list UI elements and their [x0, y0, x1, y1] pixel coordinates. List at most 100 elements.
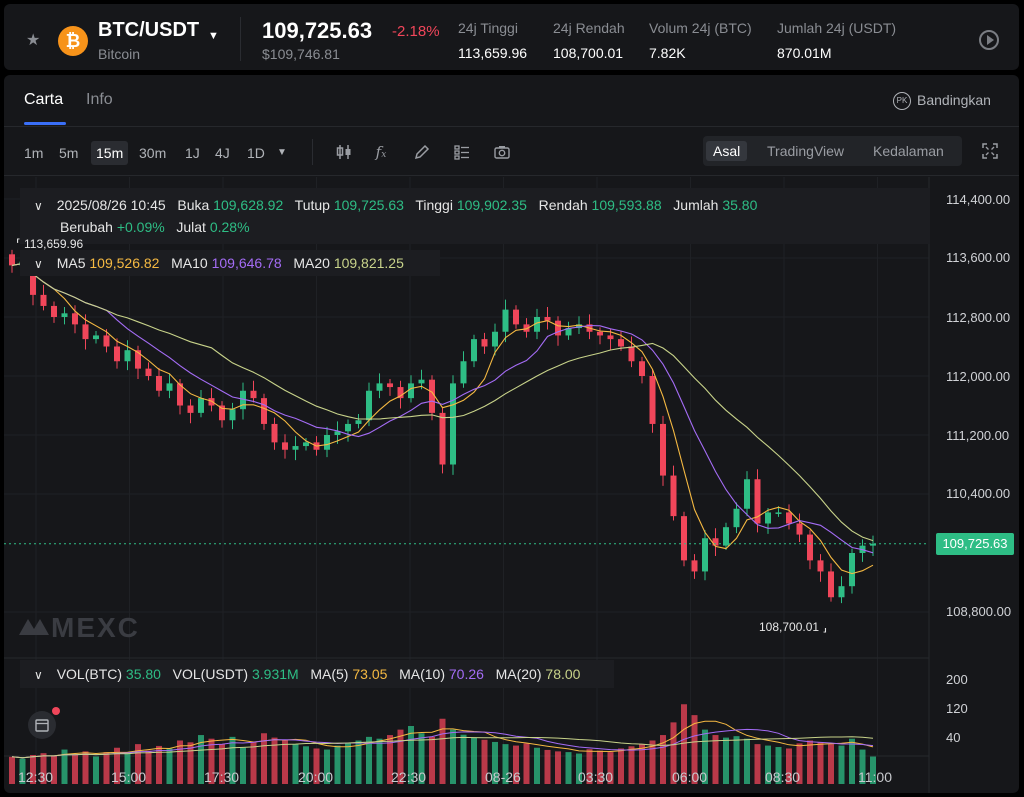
- view-depth[interactable]: Kedalaman: [873, 143, 944, 159]
- volume-bar: [702, 729, 708, 784]
- volume-bar: [261, 733, 267, 784]
- volume-bar: [271, 737, 278, 784]
- timeframe-4h[interactable]: 4J: [215, 145, 230, 161]
- open-label: Buka: [177, 197, 210, 213]
- candle-body: [670, 475, 677, 517]
- volume-bar: [282, 739, 288, 784]
- volume-bar: [660, 735, 666, 784]
- chart-panel: Carta Info PK Bandingkan 1m 5m 15m 30m 1J…: [4, 75, 1019, 793]
- vol-ma20-label: MA(20): [495, 666, 542, 682]
- time-tick: 11:00: [858, 769, 892, 785]
- timeframe-1h[interactable]: 1J: [185, 145, 200, 161]
- ohlc-legend: ∨ 2025/08/26 10:45 Buka 109,628.92 Tutup…: [20, 188, 930, 244]
- volume-bar: [30, 755, 36, 784]
- high-value: 109,902.35: [456, 197, 527, 213]
- time-tick: 15:00: [111, 769, 147, 785]
- price-change: -2.18%: [392, 23, 440, 40]
- volume-bar: [156, 745, 162, 784]
- volume-bar: [418, 733, 425, 784]
- change-label: Berubah: [60, 219, 113, 235]
- ma5-value: 109,526.82: [89, 255, 160, 271]
- candle-body: [681, 516, 687, 561]
- high-marker-value: 113,659.96: [24, 237, 84, 251]
- candle-body: [733, 508, 740, 528]
- volume-bar: [177, 740, 183, 784]
- ma10-label: MA10: [171, 255, 208, 271]
- time-tick: 20:00: [298, 769, 334, 785]
- amount-value: 35.80: [722, 197, 758, 213]
- collapse-chevron-icon[interactable]: ∨: [34, 199, 43, 213]
- volume-bar: [219, 744, 225, 784]
- camera-screenshot-icon[interactable]: [493, 143, 511, 161]
- candle-body: [460, 361, 467, 384]
- vol-btc-label: VOL(BTC): [56, 666, 123, 682]
- play-icon[interactable]: [979, 30, 999, 50]
- pair-selector[interactable]: BTC/USDT: [98, 19, 200, 41]
- volume-bar: [61, 749, 68, 784]
- stat-24h-amount: Jumlah 24j (USDT) 870.01M: [777, 20, 896, 61]
- volume-bar: [817, 742, 824, 784]
- volume-bar: [313, 748, 320, 784]
- candle-body: [334, 431, 341, 435]
- timeframe-more-chevron-icon[interactable]: ▼: [277, 147, 287, 158]
- fullscreen-expand-icon[interactable]: [981, 142, 999, 160]
- volume-bar: [828, 744, 834, 784]
- ma20-value: 109,821.25: [333, 255, 404, 271]
- timeframe-15m[interactable]: 15m: [91, 141, 129, 165]
- volume-bar: [51, 755, 57, 784]
- tab-info[interactable]: Info: [86, 91, 113, 108]
- volume-bar: [324, 749, 330, 784]
- candle-body: [576, 324, 582, 329]
- volume-bar: [114, 747, 120, 784]
- last-price: 109,725.63: [262, 18, 373, 43]
- candle-body: [597, 331, 603, 336]
- candle-body: [103, 335, 110, 347]
- volume-bar: [229, 736, 236, 784]
- candle-body: [397, 387, 404, 399]
- timeframe-5m[interactable]: 5m: [59, 145, 79, 161]
- volume-bar: [859, 749, 866, 784]
- timeframe-1m[interactable]: 1m: [24, 145, 44, 161]
- volume-bar: [607, 752, 614, 784]
- timeframe-1d[interactable]: 1D: [247, 145, 265, 161]
- mexc-logo-icon: [19, 619, 49, 635]
- change-row: Berubah +0.09% Julat 0.28%: [60, 219, 250, 235]
- candlestick-chart[interactable]: [4, 75, 1019, 793]
- collapse-chevron-icon[interactable]: ∨: [34, 257, 43, 271]
- layout-template-icon[interactable]: [453, 143, 471, 161]
- candle-body: [481, 339, 488, 347]
- chevron-down-icon[interactable]: ▼: [208, 30, 219, 42]
- collapse-chevron-icon[interactable]: ∨: [34, 668, 43, 682]
- compare-button[interactable]: PK Bandingkan: [893, 92, 991, 111]
- stat-label: 24j Tinggi: [458, 20, 518, 36]
- candle-body: [723, 527, 729, 546]
- indicator-fx-icon[interactable]: fx: [375, 143, 387, 161]
- volume-bar: [9, 756, 15, 784]
- volume-bar: [145, 750, 152, 784]
- favorite-star-icon[interactable]: ★: [26, 32, 41, 49]
- volume-bar: [198, 735, 204, 784]
- timeframe-30m[interactable]: 30m: [139, 145, 167, 161]
- high-marker: ⸢ 113,659.96: [16, 237, 84, 251]
- candle-body: [817, 560, 824, 572]
- candle-body: [40, 294, 47, 306]
- view-original[interactable]: Asal: [706, 141, 748, 161]
- volume-bar: [807, 740, 813, 784]
- volume-bar: [481, 739, 488, 784]
- vol-ma10-value: 70.26: [448, 666, 484, 682]
- volume-bar: [870, 756, 876, 784]
- volume-bar: [303, 746, 309, 784]
- candle-body: [765, 512, 771, 524]
- stat-label: Volum 24j (BTC): [649, 20, 752, 36]
- tab-chart[interactable]: Carta: [24, 91, 64, 108]
- candle-body: [292, 446, 299, 450]
- view-tradingview[interactable]: TradingView: [767, 143, 845, 159]
- pencil-draw-icon[interactable]: [413, 143, 431, 161]
- calendar-event-icon[interactable]: [28, 711, 56, 739]
- vol-ma5-line: [11, 720, 874, 759]
- candlestick-type-icon[interactable]: [335, 143, 353, 161]
- candle-body: [250, 390, 257, 399]
- candle-body: [219, 405, 225, 421]
- volume-bar: [166, 748, 173, 784]
- volume-bar: [355, 740, 362, 784]
